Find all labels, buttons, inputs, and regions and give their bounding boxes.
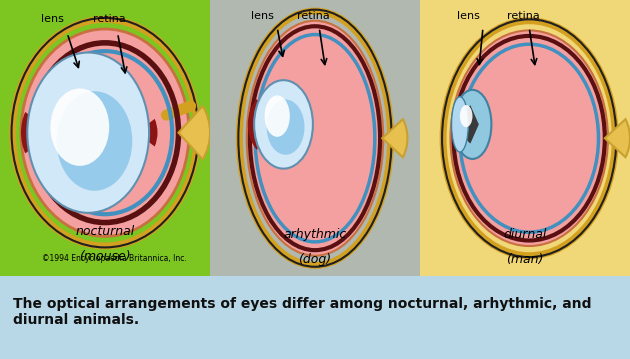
- Circle shape: [57, 91, 132, 191]
- FancyArrowPatch shape: [166, 106, 191, 115]
- Wedge shape: [382, 119, 408, 157]
- Text: ©1994 Encyclopaedia Britannica, Inc.: ©1994 Encyclopaedia Britannica, Inc.: [42, 254, 186, 263]
- Text: diurnal: diurnal: [503, 228, 547, 241]
- Wedge shape: [178, 106, 210, 159]
- Text: (man): (man): [507, 253, 544, 266]
- Wedge shape: [248, 99, 273, 150]
- Ellipse shape: [266, 99, 304, 155]
- Wedge shape: [605, 119, 630, 157]
- Circle shape: [27, 52, 149, 213]
- Ellipse shape: [454, 90, 491, 159]
- Text: (dog): (dog): [299, 253, 331, 266]
- Text: ©1994 Encyclopaedia Britannica, Inc.: ©1994 Encyclopaedia Britannica, Inc.: [6, 285, 139, 292]
- Ellipse shape: [254, 80, 313, 169]
- Text: arhythmic: arhythmic: [284, 228, 346, 241]
- Text: retina: retina: [297, 11, 329, 21]
- Text: retina: retina: [93, 14, 125, 24]
- Wedge shape: [21, 112, 52, 153]
- Text: retina: retina: [507, 11, 539, 21]
- Wedge shape: [462, 105, 479, 144]
- Ellipse shape: [452, 97, 468, 152]
- Ellipse shape: [450, 31, 608, 246]
- Ellipse shape: [247, 21, 383, 256]
- Text: (mouse): (mouse): [79, 250, 131, 263]
- Text: The optical arrangements of eyes differ among nocturnal, arhythmic, and
diurnal : The optical arrangements of eyes differ …: [13, 297, 591, 327]
- Circle shape: [50, 88, 109, 166]
- Ellipse shape: [265, 95, 290, 137]
- Text: nocturnal: nocturnal: [76, 225, 135, 238]
- Text: lens: lens: [251, 11, 274, 21]
- Text: lens: lens: [457, 11, 479, 21]
- Text: lens: lens: [41, 14, 64, 24]
- Ellipse shape: [460, 105, 472, 127]
- Ellipse shape: [21, 29, 189, 236]
- Wedge shape: [137, 119, 158, 146]
